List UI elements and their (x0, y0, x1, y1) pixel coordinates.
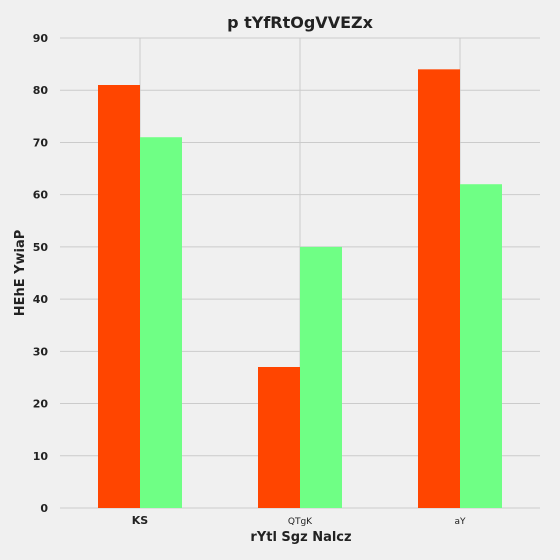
y-tick-label: 0 (40, 502, 48, 515)
y-tick-label: 40 (33, 293, 49, 306)
x-axis-ticks: KS QTgK aY (132, 514, 466, 527)
x-axis-label: rYtl Sgz Nalcz (250, 530, 351, 545)
chart-title: p tYfRtOgVVEZx (227, 13, 374, 32)
x-tick-label: QTgK (288, 517, 313, 527)
y-tick-label: 60 (33, 189, 49, 202)
bars (98, 69, 502, 508)
bar-series2-QTgK (300, 246, 342, 508)
x-tick-label: aY (454, 517, 466, 527)
y-axis-label: HEhE YwiaP (13, 230, 28, 317)
bar-series2-KS (140, 137, 182, 508)
y-axis-ticks: 0 10 20 30 40 50 60 70 80 90 (33, 32, 49, 515)
y-tick-label: 20 (33, 398, 49, 411)
y-tick-label: 70 (33, 136, 49, 149)
y-tick-label: 80 (33, 84, 49, 97)
y-tick-label: 10 (33, 450, 49, 463)
bar-series1-aY (418, 69, 460, 508)
x-tick-label: KS (132, 514, 149, 527)
bar-series1-KS (98, 85, 140, 508)
y-tick-label: 50 (33, 241, 49, 254)
bar-series2-aY (460, 184, 502, 508)
y-tick-label: 30 (33, 345, 49, 358)
y-tick-label: 90 (33, 32, 49, 45)
bar-series1-QTgK (258, 367, 300, 508)
